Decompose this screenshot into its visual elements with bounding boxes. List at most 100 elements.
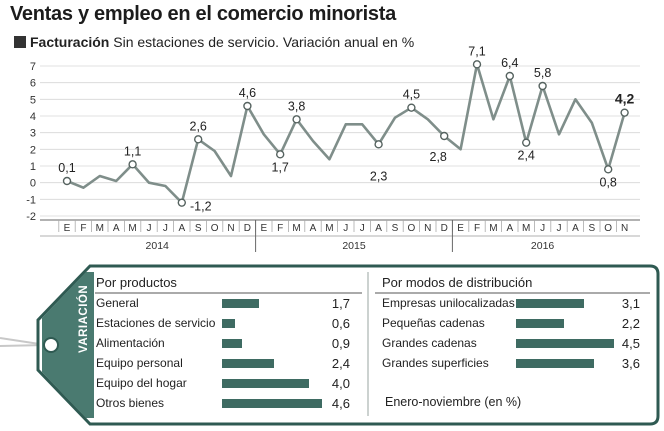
data-point-marker	[62, 176, 72, 186]
x-tick-label: F	[474, 223, 480, 234]
x-tick-label: M	[522, 223, 530, 234]
bar	[516, 339, 615, 348]
x-tick-label: N	[424, 223, 431, 234]
y-tick-label: 4	[30, 111, 36, 123]
bar-label: Grandes superficies	[382, 356, 489, 370]
x-tick-label: S	[195, 223, 202, 234]
bar	[222, 399, 323, 408]
data-point-marker	[440, 131, 449, 141]
bar	[222, 319, 236, 328]
legend-square-icon	[14, 36, 26, 48]
bar-value: 2,4	[331, 356, 350, 371]
data-point-marker	[522, 138, 531, 147]
data-label: 1,7	[272, 160, 289, 174]
year-label: 2015	[342, 240, 366, 252]
data-point-marker	[128, 160, 137, 169]
x-tick-label: E	[457, 223, 464, 234]
tag-stub	[42, 272, 86, 418]
data-point-marker	[243, 101, 252, 111]
y-tick-label: -2	[26, 211, 36, 223]
x-tick-label: O	[604, 223, 612, 234]
data-point-marker	[505, 71, 514, 81]
bar-label: Alimentación	[96, 336, 165, 350]
bar	[222, 299, 260, 308]
bar	[516, 299, 584, 308]
bar-value: 2,2	[621, 316, 640, 331]
x-tick-label: A	[178, 223, 185, 234]
distribution-title: Por modos de distribución	[382, 275, 533, 290]
bar-value: 1,7	[331, 296, 350, 311]
y-tick-label: 7	[30, 61, 36, 73]
subtitle-bold: Facturación	[30, 34, 110, 50]
bar-label: Equipo del hogar	[96, 376, 187, 390]
x-tick-label: J	[360, 223, 365, 234]
x-tick-label: N	[227, 223, 234, 234]
x-tick-label: F	[80, 223, 86, 234]
data-label: 2,8	[430, 150, 447, 164]
bar	[516, 319, 564, 328]
data-point-marker	[604, 165, 613, 174]
x-tick-label: M	[128, 223, 136, 234]
x-tick-label: S	[588, 223, 595, 234]
x-tick-label: D	[244, 223, 251, 234]
bar	[516, 359, 595, 368]
bar	[222, 359, 275, 368]
bar-value: 3,6	[621, 356, 640, 371]
y-tick-label: 2	[30, 144, 36, 156]
year-label: 2016	[531, 240, 555, 252]
y-tick-label: 6	[30, 78, 36, 90]
data-point-marker	[276, 150, 285, 159]
bar-value: 0,9	[331, 336, 350, 351]
x-tick-label: M	[325, 223, 333, 234]
x-tick-label: J	[540, 223, 545, 234]
x-tick-label: O	[211, 223, 219, 234]
bar-value: 3,1	[621, 296, 640, 311]
data-label: 2,6	[190, 119, 207, 133]
data-label: 3,8	[288, 99, 305, 113]
data-point-marker	[620, 108, 629, 117]
bar-label: Grandes cadenas	[382, 336, 477, 350]
bar-value: 4,0	[331, 376, 350, 391]
chart-subtitle: Facturación Sin estaciones de servicio. …	[14, 34, 414, 50]
data-label: 0,1	[58, 161, 75, 175]
x-tick-label: O	[408, 223, 416, 234]
year-label: 2014	[146, 240, 170, 252]
y-tick-label: 3	[30, 128, 36, 140]
tag-outline	[36, 264, 660, 426]
subtitle-rest: Sin estaciones de servicio. Variación an…	[109, 34, 415, 50]
data-label: 4,6	[239, 86, 256, 100]
tag-label: VARIACIÓN	[78, 284, 90, 353]
x-tick-label: J	[343, 223, 348, 234]
bar-label: Pequeñas cadenas	[382, 316, 485, 330]
x-tick-label: E	[64, 223, 71, 234]
x-tick-label: D	[441, 223, 448, 234]
x-tick-label: J	[163, 223, 168, 234]
bar	[222, 339, 242, 348]
data-label: 2,4	[518, 149, 535, 163]
data-point-marker	[407, 103, 416, 112]
x-tick-label: J	[557, 223, 562, 234]
data-point-marker	[177, 198, 187, 207]
bar-label: Otros bienes	[96, 396, 165, 410]
bar-label: Equipo personal	[96, 356, 183, 370]
data-point-marker	[374, 140, 383, 149]
x-tick-label: A	[113, 223, 120, 234]
data-label: 7,1	[468, 44, 485, 58]
bar-value: 0,6	[331, 316, 350, 331]
bar-value: 4,5	[621, 336, 640, 351]
data-label: 6,4	[501, 56, 518, 70]
data-point-marker	[193, 135, 203, 144]
x-tick-label: A	[310, 223, 317, 234]
data-point-marker	[472, 60, 482, 69]
data-label: 4,2	[615, 91, 635, 107]
products-title: Por productos	[96, 275, 177, 290]
y-tick-label: 1	[30, 161, 36, 173]
data-label: 0,8	[600, 175, 617, 189]
chart-title: Ventas y empleo en el comercio minorista	[10, 3, 396, 25]
bar-label: Estaciones de servicio	[96, 316, 216, 330]
data-label: 2,3	[370, 169, 387, 183]
bar-value: 4,6	[331, 396, 350, 411]
x-tick-label: A	[375, 223, 382, 234]
